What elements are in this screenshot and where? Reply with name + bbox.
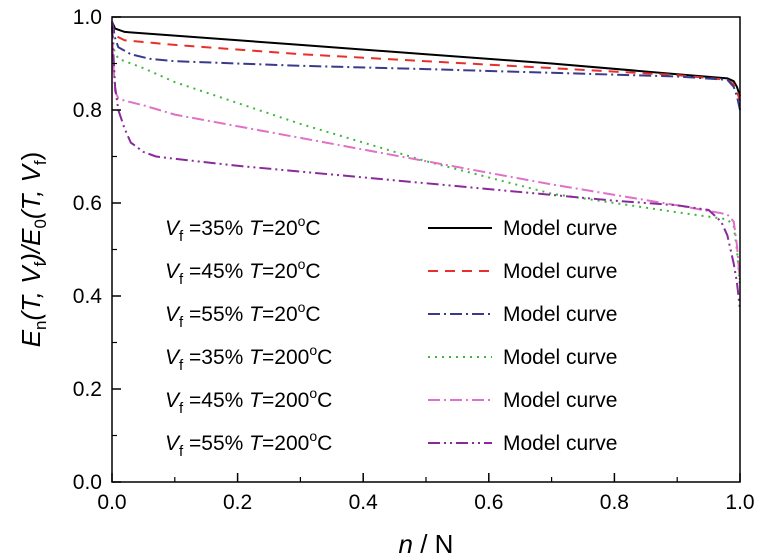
legend-label-6: Model curve: [503, 432, 617, 455]
x-tick-label: 0.6: [474, 491, 503, 514]
x-tick-label: 0.2: [223, 491, 252, 514]
legend-label-5: Model curve: [503, 389, 617, 412]
y-axis-label: En(T, Vf)/E0(T, Vf): [16, 152, 50, 348]
legend-condition-1: Vf =35% T=20oC: [165, 213, 321, 245]
series-line-6: [111, 26, 741, 311]
y-tick-label: 0.0: [73, 471, 102, 494]
x-tick-label: 1.0: [725, 491, 754, 514]
series-line-5: [111, 21, 741, 283]
y-tick-label: 1.0: [73, 6, 102, 29]
y-tick-label: 0.4: [73, 285, 103, 308]
legend-condition-5: Vf =45% T=200oC: [165, 385, 332, 417]
legend-condition-2: Vf =45% T=20oC: [165, 256, 321, 288]
x-tick-label: 0.0: [97, 491, 126, 514]
legend-label-3: Model curve: [503, 303, 617, 326]
y-tick-label: 0.8: [73, 99, 102, 122]
legend-condition-6: Vf =55% T=200oC: [165, 428, 332, 460]
legend-condition-4: Vf =35% T=200oC: [165, 342, 332, 374]
legend-label-4: Model curve: [503, 346, 617, 369]
plot-frame: [111, 16, 741, 483]
series-layer: [111, 21, 741, 311]
y-tick-label: 0.2: [73, 378, 102, 401]
legend-label-2: Model curve: [503, 260, 617, 283]
series-line-1: [111, 21, 741, 97]
legend-label-1: Model curve: [503, 217, 617, 240]
y-tick-label: 0.6: [73, 192, 102, 215]
x-axis-label: n / N: [399, 529, 454, 558]
legend-condition-3: Vf =55% T=20oC: [165, 299, 321, 331]
x-tick-label: 0.8: [600, 491, 629, 514]
series-line-3: [111, 21, 741, 111]
legend-layer: Vf =35% T=20oC Model curve Vf =45% T=20oC M…: [165, 213, 617, 460]
ticks-layer: 0.0 0.2 0.4 0.6 0.8 1.0 0.0 0.2 0.4 0.6 0.8 1.0: [73, 6, 755, 514]
series-line-2: [111, 21, 741, 102]
x-tick-label: 0.4: [349, 491, 379, 514]
